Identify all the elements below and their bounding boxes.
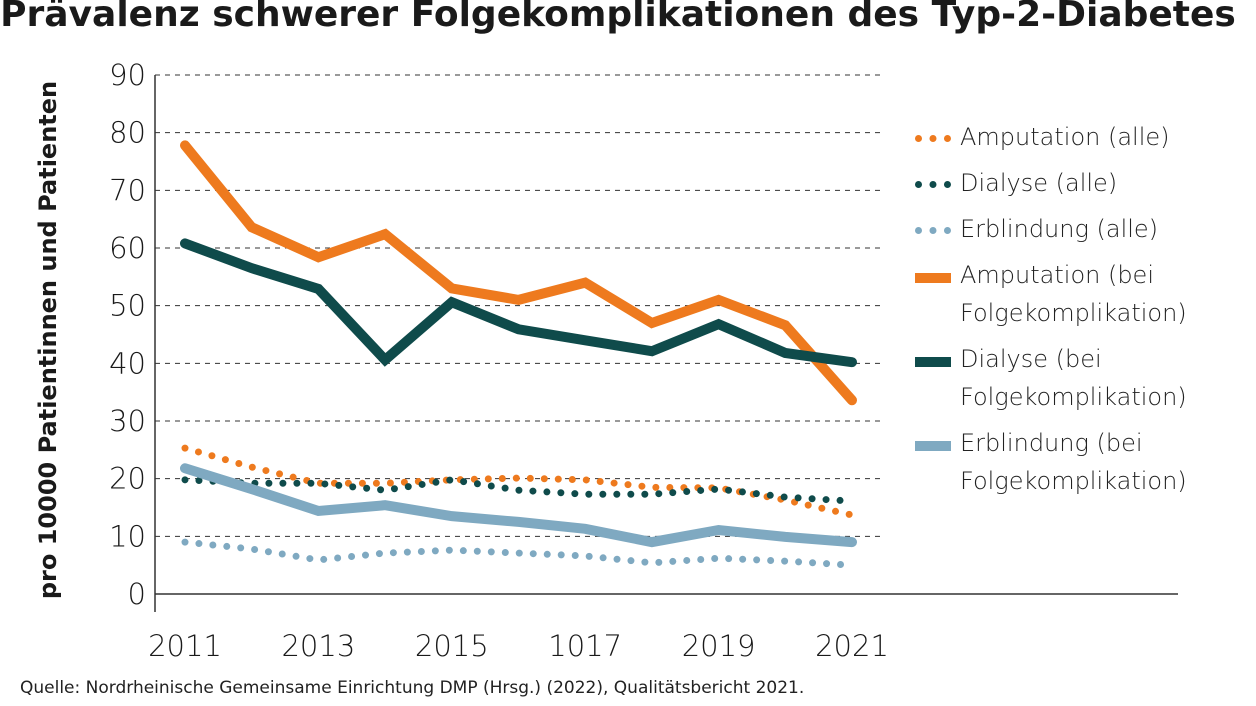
legend-label: Erblindung (bei Folgekomplikation) bbox=[960, 429, 1187, 495]
y-tick-label: 70 bbox=[109, 173, 146, 207]
x-tick-label: 2021 bbox=[815, 629, 889, 663]
x-tick-label: 2013 bbox=[281, 629, 355, 663]
x-tick-label: 2015 bbox=[415, 629, 489, 663]
series-line bbox=[181, 476, 856, 505]
x-tick-label: 2019 bbox=[682, 629, 756, 663]
series-line bbox=[180, 238, 857, 368]
y-axis-label: pro 10000 Patientinnen und Patienten bbox=[34, 81, 62, 599]
y-tick-label: 90 bbox=[109, 58, 146, 92]
legend-label: Amputation (alle) bbox=[960, 123, 1170, 151]
y-tick-label: 0 bbox=[128, 577, 146, 611]
y-tick-label: 20 bbox=[109, 462, 146, 496]
y-tick-label: 50 bbox=[109, 289, 146, 323]
legend-swatch bbox=[915, 181, 951, 188]
y-tick-label: 60 bbox=[109, 231, 146, 265]
y-tick-label: 10 bbox=[109, 519, 146, 553]
y-tick-label: 30 bbox=[109, 404, 146, 438]
legend-item: Amputation (alle) bbox=[915, 118, 1215, 156]
legend-swatch bbox=[915, 135, 951, 142]
x-tick-label: 2011 bbox=[148, 629, 222, 663]
x-tick-label: 1017 bbox=[548, 629, 622, 663]
legend-label: Dialyse (alle) bbox=[960, 169, 1118, 197]
legend-swatch bbox=[915, 357, 951, 367]
legend-swatch bbox=[915, 273, 951, 283]
chart-title: Prävalenz schwerer Folgekomplikationen d… bbox=[0, 0, 1236, 35]
series-line bbox=[181, 538, 856, 569]
series-line bbox=[180, 463, 857, 548]
legend-label: Erblindung (alle) bbox=[960, 215, 1159, 243]
legend-item: Dialyse (alle) bbox=[915, 164, 1215, 202]
source-note: Quelle: Nordrheinische Gemeinsame Einric… bbox=[20, 678, 805, 698]
series-line bbox=[180, 140, 857, 406]
legend-item: Erblindung (bei Folgekomplikation) bbox=[915, 424, 1215, 500]
y-tick-label: 80 bbox=[109, 116, 146, 150]
legend-label: Dialyse (bei Folgekomplikation) bbox=[960, 345, 1187, 411]
legend-swatch bbox=[915, 227, 951, 234]
legend-item: Erblindung (alle) bbox=[915, 210, 1215, 248]
legend-item: Dialyse (bei Folgekomplikation) bbox=[915, 340, 1215, 416]
y-tick-label: 40 bbox=[109, 346, 146, 380]
legend-swatch bbox=[915, 441, 951, 451]
legend-label: Amputation (bei Folgekomplikation) bbox=[960, 261, 1187, 327]
legend: Amputation (alle) Dialyse (alle) Erblindun… bbox=[915, 118, 1215, 508]
legend-item: Amputation (bei Folgekomplikation) bbox=[915, 256, 1215, 332]
